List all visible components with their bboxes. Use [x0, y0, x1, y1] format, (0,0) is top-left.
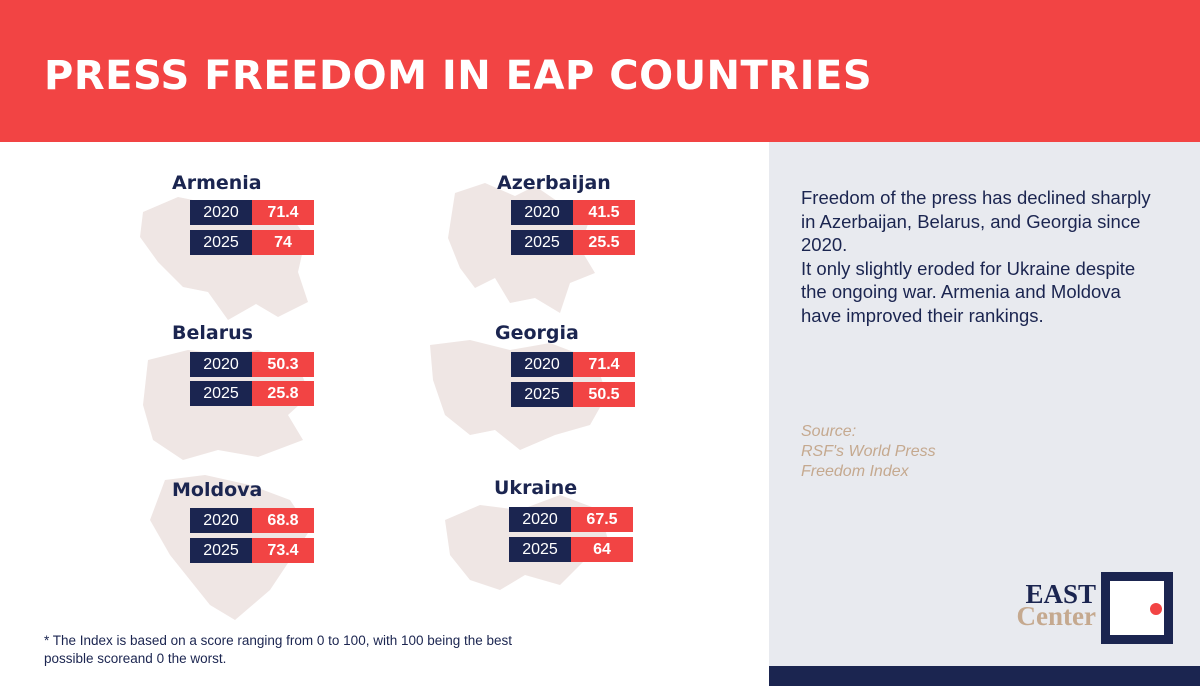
country-name: Armenia: [172, 172, 262, 194]
description: Freedom of the press has declined sharpl…: [801, 186, 1161, 327]
score-row-2020: 2020 68.8: [190, 508, 314, 533]
source-line-1: RSF's World Press: [801, 443, 936, 460]
score-row-2025: 2025 73.4: [190, 538, 314, 563]
score-value: 25.8: [252, 381, 314, 406]
score-row-2020: 2020 67.5: [509, 507, 633, 532]
logo-inner-square: [1110, 581, 1164, 635]
score-value: 73.4: [252, 538, 314, 563]
year-label: 2020: [190, 200, 252, 225]
score-row-2020: 2020 41.5: [511, 200, 635, 225]
score-value: 50.5: [573, 382, 635, 407]
country-name: Ukraine: [494, 477, 578, 499]
score-value: 71.4: [252, 200, 314, 225]
source-note: Source: RSF's World Press Freedom Index: [801, 422, 1021, 482]
logo-dot: [1150, 603, 1162, 615]
footnote: * The Index is based on a score ranging …: [44, 633, 513, 666]
score-row-2025: 2025 25.8: [190, 381, 314, 406]
country-name: Belarus: [172, 322, 253, 344]
east-center-logo-text: EAST Center: [1008, 579, 1096, 631]
score-value: 67.5: [571, 507, 633, 532]
header-banner: PRESS FREEDOM IN EAP COUNTRIES: [0, 0, 1200, 142]
country-name: Azerbaijan: [497, 172, 611, 194]
source-line-2: Freedom Index: [801, 463, 909, 480]
year-label: 2025: [511, 382, 573, 407]
score-value: 41.5: [573, 200, 635, 225]
score-row-2020: 2020 50.3: [190, 352, 314, 377]
year-label: 2020: [511, 200, 573, 225]
year-label: 2025: [190, 538, 252, 563]
score-row-2025: 2025 64: [509, 537, 633, 562]
description-paragraph-2: It only slightly eroded for Ukraine desp…: [801, 257, 1136, 326]
info-panel-bottom-bar: [769, 666, 1200, 686]
logo-line-1: EAST: [1025, 579, 1096, 609]
score-row-2020: 2020 71.4: [190, 200, 314, 225]
year-label: 2020: [511, 352, 573, 377]
score-row-2025: 2025 25.5: [511, 230, 635, 255]
score-row-2020: 2020 71.4: [511, 352, 635, 377]
score-value: 25.5: [573, 230, 635, 255]
score-value: 50.3: [252, 352, 314, 377]
country-name: Georgia: [495, 322, 579, 344]
logo-line-2: Center: [1016, 601, 1096, 631]
year-label: 2020: [190, 508, 252, 533]
year-label: 2025: [190, 381, 252, 406]
year-label: 2020: [190, 352, 252, 377]
east-center-logo-icon: [1101, 572, 1173, 644]
year-label: 2025: [190, 230, 252, 255]
page-title: PRESS FREEDOM IN EAP COUNTRIES: [44, 53, 873, 99]
year-label: 2025: [511, 230, 573, 255]
source-label: Source:: [801, 423, 857, 440]
map-armenia: [140, 197, 308, 320]
score-value: 64: [571, 537, 633, 562]
map-armenia-shape: [140, 197, 308, 320]
year-label: 2025: [509, 537, 571, 562]
country-name: Moldova: [172, 479, 263, 501]
score-value: 74: [252, 230, 314, 255]
score-value: 71.4: [573, 352, 635, 377]
score-row-2025: 2025 74: [190, 230, 314, 255]
year-label: 2020: [509, 507, 571, 532]
score-row-2025: 2025 50.5: [511, 382, 635, 407]
score-value: 68.8: [252, 508, 314, 533]
description-paragraph-1: Freedom of the press has declined sharpl…: [801, 187, 1151, 255]
